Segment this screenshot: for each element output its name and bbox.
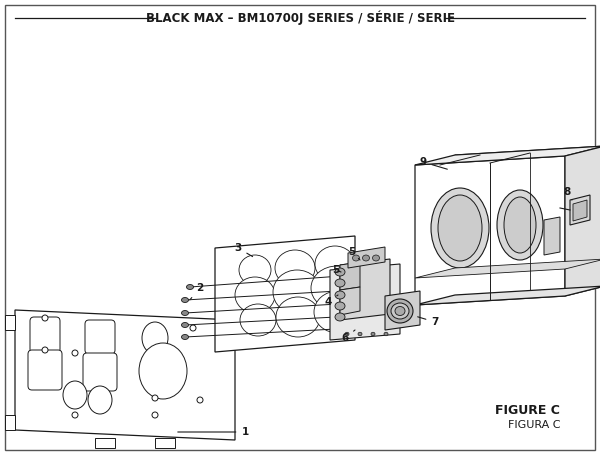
- Ellipse shape: [72, 412, 78, 418]
- Ellipse shape: [395, 307, 405, 315]
- FancyBboxPatch shape: [85, 320, 115, 354]
- Ellipse shape: [240, 304, 276, 336]
- Polygon shape: [340, 262, 360, 290]
- Text: 3: 3: [235, 243, 253, 257]
- Polygon shape: [573, 200, 587, 221]
- Ellipse shape: [139, 343, 187, 399]
- Polygon shape: [415, 286, 600, 305]
- Polygon shape: [340, 259, 390, 320]
- Ellipse shape: [197, 397, 203, 403]
- Ellipse shape: [311, 266, 363, 310]
- Ellipse shape: [438, 195, 482, 261]
- Ellipse shape: [353, 255, 359, 261]
- Ellipse shape: [362, 255, 370, 261]
- Text: 7: 7: [418, 317, 439, 327]
- Ellipse shape: [335, 302, 345, 310]
- Polygon shape: [95, 438, 115, 448]
- Text: 8: 8: [563, 187, 572, 200]
- Polygon shape: [340, 287, 360, 315]
- Text: FIGURE C: FIGURE C: [495, 404, 560, 416]
- Polygon shape: [215, 236, 355, 352]
- Polygon shape: [348, 247, 385, 268]
- Ellipse shape: [275, 250, 315, 286]
- Ellipse shape: [152, 395, 158, 401]
- Polygon shape: [330, 264, 400, 340]
- Ellipse shape: [239, 255, 271, 285]
- Ellipse shape: [182, 310, 188, 315]
- Polygon shape: [455, 146, 600, 295]
- Text: 5: 5: [332, 265, 341, 275]
- Polygon shape: [155, 438, 175, 448]
- Polygon shape: [5, 315, 15, 330]
- Ellipse shape: [182, 334, 188, 339]
- FancyBboxPatch shape: [28, 350, 62, 390]
- Ellipse shape: [373, 255, 380, 261]
- FancyBboxPatch shape: [83, 353, 117, 391]
- Polygon shape: [5, 415, 15, 430]
- Ellipse shape: [358, 332, 362, 336]
- Polygon shape: [15, 310, 235, 440]
- Text: 5: 5: [349, 247, 360, 260]
- Polygon shape: [570, 195, 590, 225]
- Text: 1: 1: [178, 427, 248, 437]
- Polygon shape: [415, 156, 565, 305]
- Polygon shape: [544, 217, 560, 255]
- Ellipse shape: [273, 270, 321, 314]
- Ellipse shape: [187, 284, 193, 289]
- Ellipse shape: [190, 325, 196, 331]
- Ellipse shape: [63, 381, 87, 409]
- Ellipse shape: [88, 386, 112, 414]
- Polygon shape: [415, 259, 600, 278]
- Ellipse shape: [431, 188, 489, 268]
- Ellipse shape: [384, 332, 388, 336]
- Text: 6: 6: [341, 330, 355, 343]
- Ellipse shape: [142, 322, 168, 354]
- Ellipse shape: [182, 323, 188, 328]
- Text: 4: 4: [325, 295, 338, 307]
- FancyBboxPatch shape: [30, 317, 60, 353]
- Text: 2: 2: [190, 283, 203, 300]
- Text: 9: 9: [419, 157, 448, 169]
- Ellipse shape: [314, 291, 362, 333]
- Ellipse shape: [315, 246, 355, 282]
- Ellipse shape: [504, 197, 536, 253]
- Polygon shape: [565, 146, 600, 296]
- Ellipse shape: [335, 291, 345, 299]
- Ellipse shape: [335, 279, 345, 287]
- Text: FIGURA C: FIGURA C: [508, 420, 560, 430]
- Polygon shape: [415, 146, 600, 165]
- Ellipse shape: [345, 332, 349, 336]
- Ellipse shape: [182, 298, 188, 303]
- Ellipse shape: [391, 303, 409, 319]
- Ellipse shape: [387, 299, 413, 323]
- Ellipse shape: [497, 190, 543, 260]
- Ellipse shape: [276, 297, 320, 337]
- Text: BLACK MAX – BM10700J SERIES / SÉRIE / SERIE: BLACK MAX – BM10700J SERIES / SÉRIE / SE…: [146, 11, 455, 25]
- Ellipse shape: [235, 277, 275, 313]
- Ellipse shape: [72, 350, 78, 356]
- Ellipse shape: [42, 315, 48, 321]
- Ellipse shape: [152, 412, 158, 418]
- Ellipse shape: [335, 268, 345, 276]
- Ellipse shape: [371, 332, 375, 336]
- Polygon shape: [385, 291, 420, 330]
- Ellipse shape: [42, 347, 48, 353]
- Ellipse shape: [335, 313, 345, 321]
